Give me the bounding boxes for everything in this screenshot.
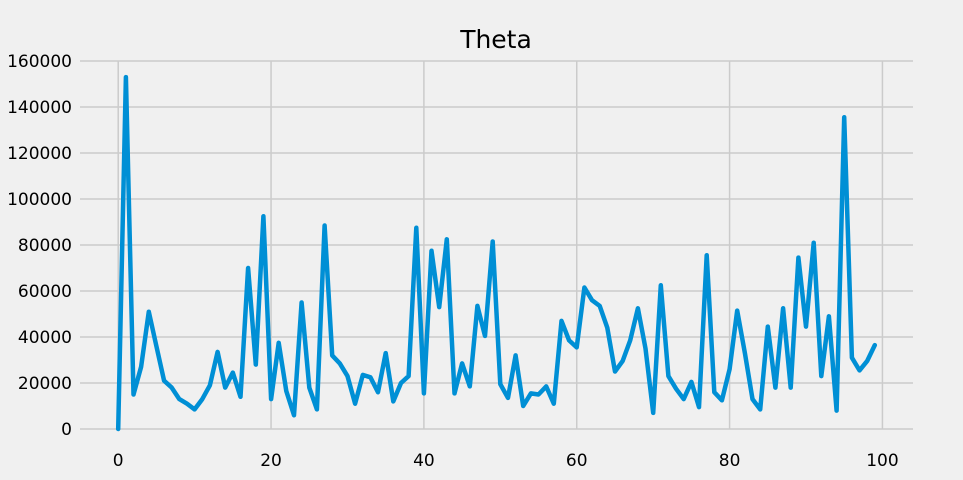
y-tick-label: 20000 [18,374,72,394]
x-tick-label: 60 [566,451,588,471]
x-tick-label: 20 [260,451,282,471]
x-tick-label: 0 [113,451,124,471]
tick-labels: 0 20000 40000 60000 80000 100000 120000 140000 1… [7,52,899,471]
y-tick-label: 0 [61,420,72,440]
series-layer [115,74,878,432]
y-tick-label: 160000 [7,52,72,72]
y-tick-label: 140000 [7,98,72,118]
x-tick-label: 80 [719,451,741,471]
x-tick-label: 100 [866,451,898,471]
y-tick-label: 80000 [18,236,72,256]
y-tick-label: 60000 [18,282,72,302]
y-tick-label: 120000 [7,144,72,164]
y-tick-label: 100000 [7,190,72,210]
chart-title: Theta [459,25,532,54]
x-tick-label: 40 [413,451,435,471]
series-line [115,74,878,432]
y-tick-label: 40000 [18,328,72,348]
